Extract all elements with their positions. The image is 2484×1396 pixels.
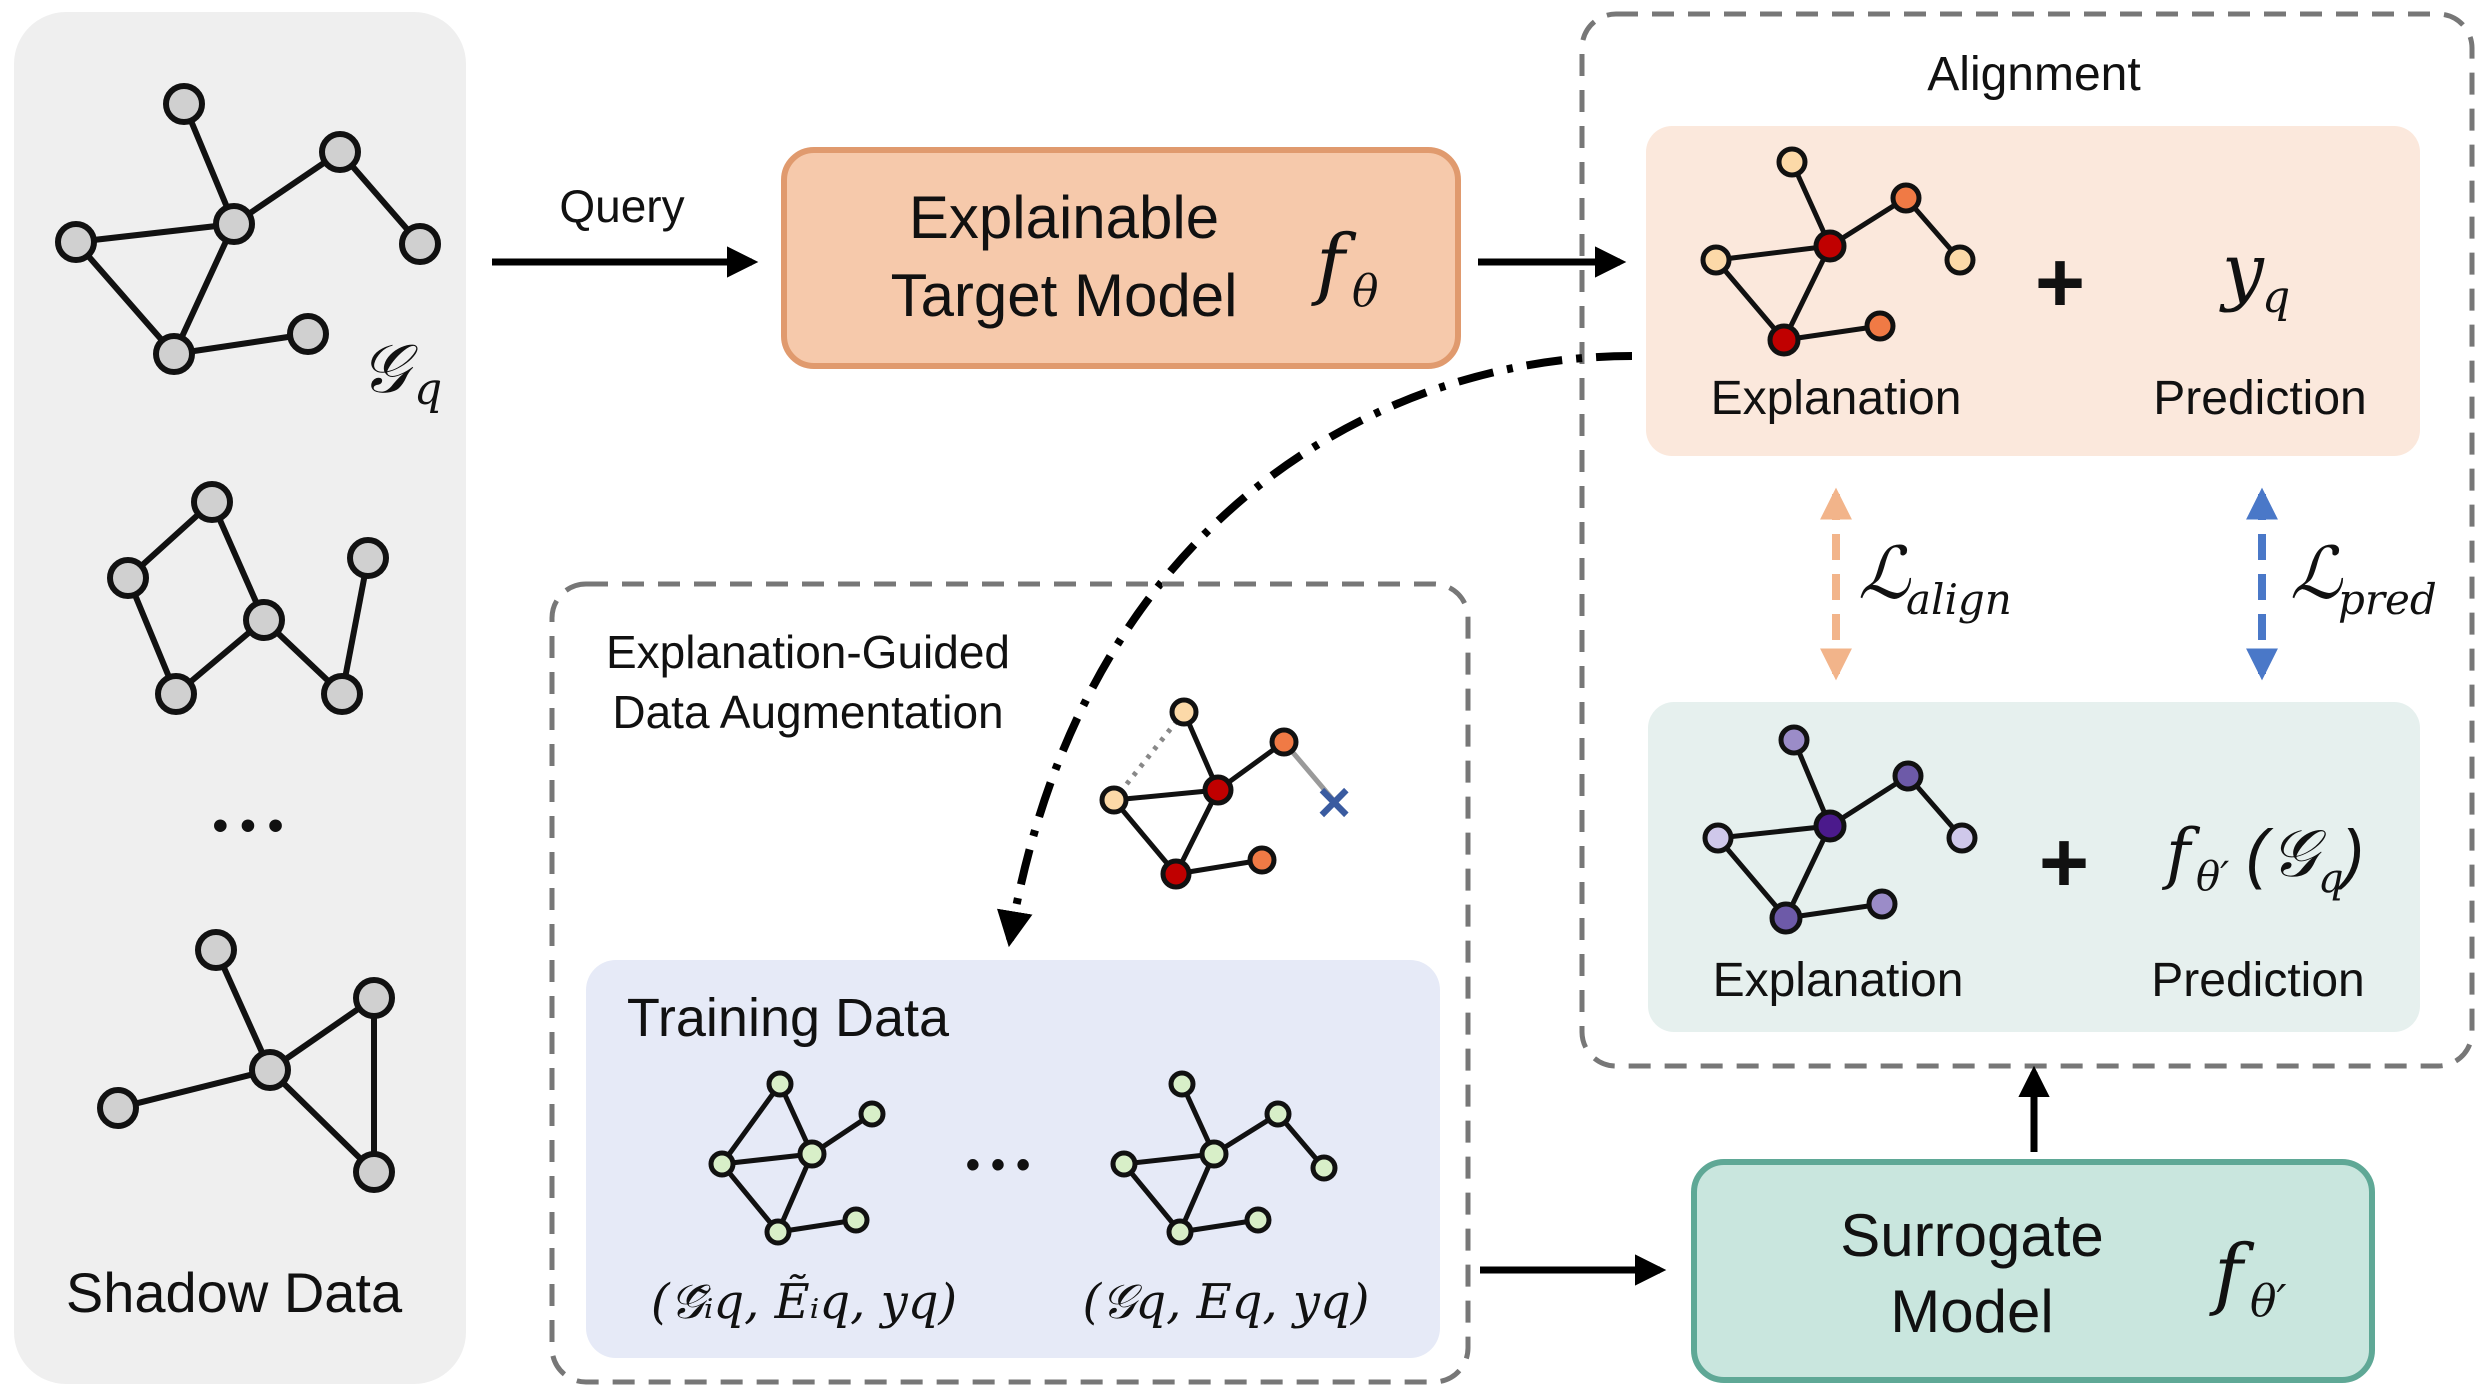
surrogate-explanation-label: Explanation [1713,954,1964,1007]
target-output-panel [1646,126,2420,456]
svg-text:q: q [2318,856,2344,902]
target-plus: + [2035,235,2085,331]
surrogate-plus: + [2039,815,2089,911]
shadow-ellipsis: • • • [213,801,284,850]
augmentation-title-line1: Explanation-Guided [606,626,1010,678]
pred-loss-symbol: ℒ [2290,531,2344,615]
training-data-title: Training Data [627,988,950,1048]
surrogate-prediction-formula: f θ′ ( 𝒢 q ) [2161,815,2364,902]
training-tuple-augmented: (𝒢̃ᵢq, Ẽᵢq, yq) [651,1273,957,1330]
augmented-graph-example: × [1099,697,1351,890]
target-model-symbol-sub: θ [1352,266,1379,317]
target-prediction-symbol: y [2219,228,2265,314]
target-prediction-label: Prediction [2153,372,2366,425]
surrogate-model-symbol-sub: θ′ [2250,1276,2286,1327]
svg-text:θ′: θ′ [2196,854,2229,900]
shadow-graph-1 [55,83,441,375]
training-graph-augmented [708,1070,886,1246]
surrogate-output-panel [1648,702,2420,1032]
surrogate-model-box [1691,1159,2375,1383]
shadow-graph-symbol: 𝒢 [360,330,418,409]
training-data-panel [586,960,1440,1358]
target-explanation-graph [1700,146,1976,357]
augmentation-title-line2: Data Augmentation [612,686,1003,738]
training-graph-original [1110,1070,1338,1246]
align-loss-symbol: ℒ [1858,531,1912,615]
query-label: Query [559,180,684,232]
surrogate-prediction-label: Prediction [2151,954,2364,1007]
surrogate-model-line1: Surrogate [1840,1202,2104,1269]
augmentation-region [549,581,1471,1385]
surrogate-model-line2: Model [1890,1278,2053,1345]
target-model-box [781,147,1461,369]
shadow-data-panel [14,12,466,1384]
target-model-line2: Target Model [891,262,1238,329]
alignment-title: Alignment [1927,48,2140,101]
align-loss-sub: align [1906,575,2012,624]
pred-loss-sub: pred [2338,575,2437,624]
shadow-graph-3 [97,929,395,1193]
target-model-line1: Explainable [909,184,1219,251]
shadow-graph-subscript: q [414,364,442,415]
training-tuple-original: (𝒢q, Eq, yq) [1083,1274,1370,1330]
shadow-data-label: Shadow Data [66,1261,403,1324]
training-ellipsis: • • • [966,1143,1030,1187]
target-prediction-symbol-sub: q [2262,272,2290,323]
explanation-feedback-arrow [996,352,1633,948]
edge-delete-icon: × [1317,770,1351,835]
surrogate-explanation-graph [1702,724,1978,935]
shadow-graph-2 [107,481,389,715]
target-explanation-label: Explanation [1711,372,1962,425]
